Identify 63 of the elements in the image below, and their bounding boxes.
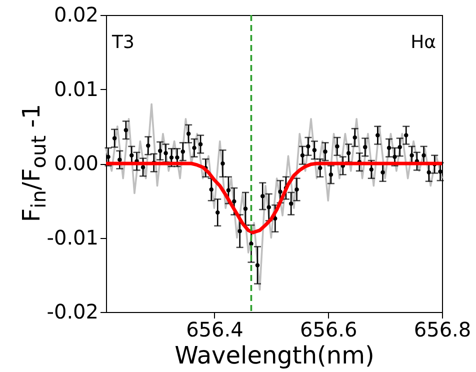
point (260, 194, 265, 198)
annotation: Hα (410, 32, 436, 53)
point (124, 128, 128, 132)
point (158, 148, 162, 153)
point (278, 190, 282, 194)
point (118, 158, 122, 162)
point (369, 167, 374, 172)
y-tick-label: 0.01 (54, 76, 98, 101)
point (438, 170, 442, 174)
line-series (105, 103, 443, 291)
point (318, 166, 322, 170)
point (266, 205, 271, 210)
point (398, 145, 402, 150)
point (175, 155, 180, 160)
annotation: T3 (111, 32, 134, 53)
point (346, 150, 351, 156)
point (410, 153, 414, 158)
y-tick-label: 0.00 (54, 151, 98, 175)
point (312, 148, 317, 152)
point (164, 150, 168, 156)
point (294, 187, 299, 192)
x-tick-label: 656.4 (186, 318, 244, 342)
point (300, 153, 305, 158)
point (180, 150, 185, 154)
point (255, 263, 260, 268)
point (376, 133, 380, 138)
point (192, 146, 196, 150)
point (404, 133, 408, 138)
point (323, 150, 328, 154)
point (232, 199, 236, 204)
point (249, 242, 254, 246)
point (243, 206, 248, 211)
point (335, 144, 340, 149)
point (146, 144, 150, 148)
point (426, 170, 432, 175)
point (106, 154, 110, 159)
point (186, 132, 191, 136)
point (328, 172, 334, 177)
point (169, 155, 174, 160)
point (306, 144, 310, 149)
point (352, 135, 357, 140)
point (238, 228, 242, 234)
line-series (104, 162, 444, 234)
y-tick-label: 0.02 (54, 2, 98, 26)
point (198, 142, 203, 146)
point (422, 153, 426, 158)
point (226, 188, 231, 192)
point (386, 146, 392, 150)
x-axis-title: Wavelength(nm) (174, 342, 374, 370)
point (220, 161, 225, 166)
x-tick-label: 656.6 (300, 318, 358, 342)
point (216, 210, 220, 215)
y-tick-label: -0.01 (46, 225, 98, 250)
point (130, 153, 134, 158)
point (140, 165, 146, 170)
point (363, 145, 368, 150)
point (209, 187, 214, 192)
point (112, 136, 117, 140)
point (392, 154, 397, 159)
x-tick-label: 656.8 (414, 318, 472, 342)
y-tick-label: -0.02 (46, 300, 98, 324)
point (380, 170, 385, 175)
point (288, 201, 294, 206)
